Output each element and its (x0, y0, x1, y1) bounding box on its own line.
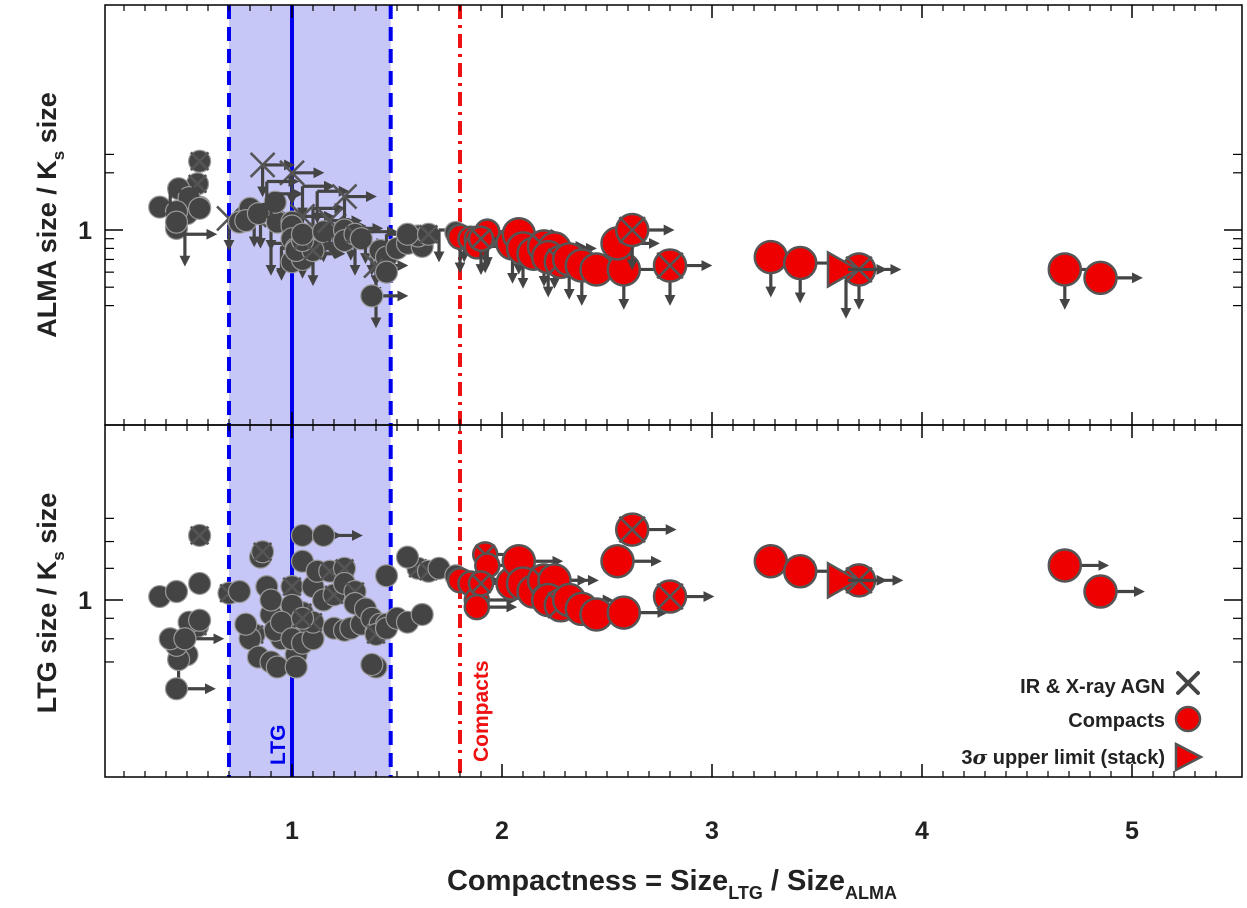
y-tick-label: 1 (78, 587, 92, 615)
top-panel-points (148, 149, 1143, 329)
agn-cross (618, 216, 646, 244)
agn-cross (618, 515, 646, 544)
compact-point (463, 593, 491, 621)
stack-upper-limit-point (826, 561, 861, 600)
axis-ticks: 1 2 3 4 5 1 1 (78, 5, 1242, 845)
legend: IR & X-ray AGN Compacts 3σ upper limit (… (961, 671, 1204, 773)
compact-point (782, 245, 818, 281)
x-axis-label: Compactness = SizeLTG / SizeALMA (447, 865, 897, 903)
top-y-axis-label: ALMA size / Ks size (32, 92, 68, 338)
agn-cross (316, 207, 343, 234)
x-tick-label: 4 (915, 817, 929, 845)
ltg-point (173, 627, 197, 651)
agn-cross (470, 572, 492, 594)
agn-cross (470, 228, 492, 250)
compact-point (1083, 574, 1118, 609)
legend-compacts-marker (1174, 705, 1202, 733)
agn-cross (189, 525, 210, 546)
compact-threshold-label: Compacts (470, 660, 493, 762)
ltg-point (290, 222, 315, 246)
compact-point (1083, 260, 1118, 296)
ltg-point (374, 564, 399, 588)
ltg-point (188, 196, 212, 220)
legend-stack-label: 3σ upper limit (stack) (961, 745, 1165, 769)
ltg-point (164, 579, 189, 604)
compact-point (1047, 252, 1083, 287)
ltg-point (410, 602, 434, 627)
ltg-point (360, 284, 384, 308)
x-tick-label: 5 (1125, 817, 1139, 845)
x-tick-label: 1 (285, 817, 299, 845)
agn-cross (418, 224, 439, 244)
x-tick-label: 3 (705, 817, 719, 845)
legend-stack-marker (1174, 741, 1204, 773)
bottom-panel-frame (104, 424, 1243, 778)
ltg-point (234, 612, 258, 636)
ltg-point (164, 677, 189, 701)
bottom-y-axis-label: LTG size / Ks size (32, 493, 68, 714)
legend-agn-marker (1176, 671, 1200, 695)
legend-compacts-label: Compacts (1068, 710, 1165, 732)
ltg-point (227, 579, 252, 604)
agn-cross (656, 251, 684, 280)
compact-point (753, 239, 789, 275)
compact-point (606, 595, 642, 630)
ltg-point (395, 545, 420, 569)
ltg-point (311, 523, 336, 548)
compact-point (753, 543, 789, 579)
agn-cross (303, 240, 323, 261)
ltg-point (360, 652, 384, 677)
compact-point (600, 543, 635, 579)
ltg-point (188, 608, 212, 632)
agn-cross (249, 152, 276, 178)
bottom-panel-points (148, 512, 1145, 701)
ltg-point (259, 588, 283, 612)
y-tick-label: 1 (78, 217, 92, 245)
ltg-point (290, 523, 315, 548)
agn-cross (189, 151, 210, 171)
x-tick-label: 2 (495, 817, 509, 845)
ltg-point (395, 222, 420, 246)
ltg-point (284, 655, 308, 679)
ltg-point (188, 571, 212, 596)
ltg-point (164, 210, 189, 234)
ltg-point (374, 260, 399, 284)
agn-cross (656, 582, 684, 611)
agn-cross (331, 183, 358, 210)
ltg-band-label: LTG (267, 725, 290, 765)
compact-point (782, 553, 818, 589)
agn-cross (252, 542, 273, 562)
legend-agn-label: IR & X-ray AGN (1020, 676, 1165, 698)
agn-cross (282, 576, 302, 597)
stack-upper-limit-point (826, 250, 861, 289)
compact-point (1047, 548, 1083, 583)
agn-cross (292, 608, 313, 629)
